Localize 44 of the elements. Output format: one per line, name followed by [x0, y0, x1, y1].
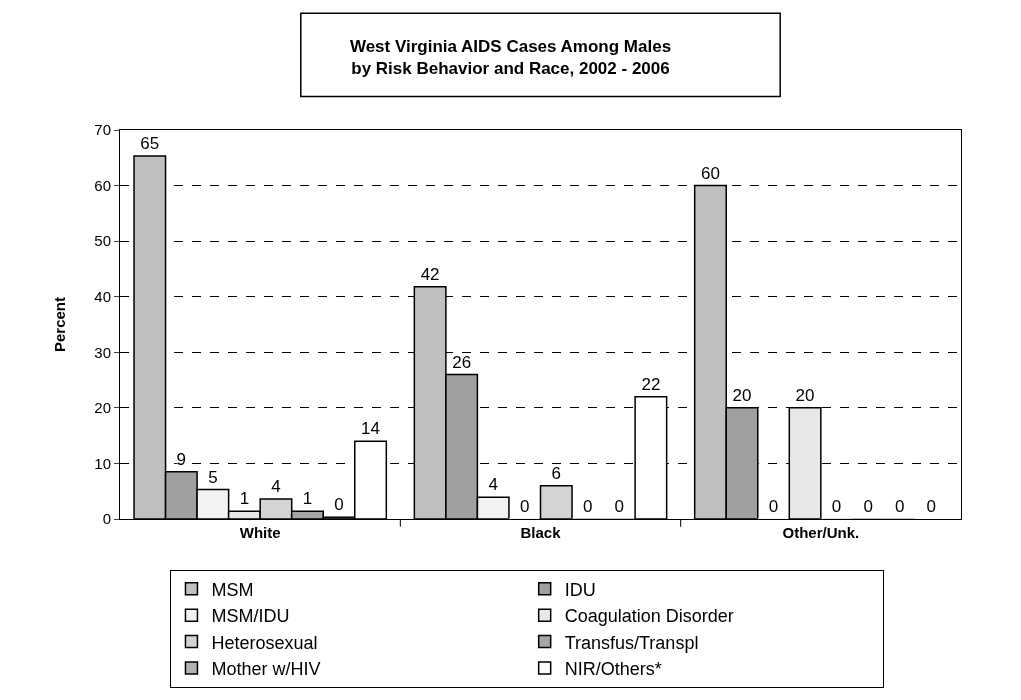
legend-label: NIR/Others*: [564, 658, 662, 679]
data-label: 26: [452, 352, 472, 372]
data-label: 42: [420, 264, 440, 284]
data-label: 0: [926, 497, 936, 516]
legend-label: MSM/IDU: [211, 606, 290, 627]
data-label: 0: [831, 497, 842, 516]
y-tick-label: 60: [94, 176, 111, 194]
data-label: 5: [208, 467, 218, 487]
data-label: 22: [641, 374, 661, 394]
data-label: 0: [768, 497, 779, 516]
chart-title: West Virginia AIDS Cases Among Males by Risk Behavior and Race, 2002 - 2006: [349, 36, 672, 78]
y-tick-label: 70: [94, 121, 111, 139]
data-label: 60: [700, 163, 720, 183]
data-label: 0: [520, 497, 530, 516]
data-label: 0: [863, 497, 873, 516]
x-tick-label: White: [239, 524, 281, 541]
y-tick-label: 30: [94, 343, 111, 361]
data-label: 0: [894, 497, 905, 516]
y-tick-label: 0: [102, 510, 111, 528]
data-label: 0: [614, 497, 625, 516]
data-label: 20: [732, 385, 752, 405]
data-label: 4: [488, 475, 498, 495]
x-tick-label: Other/Unk.: [782, 524, 860, 541]
legend-label: IDU: [564, 579, 596, 600]
y-tick-label: 20: [94, 399, 111, 417]
y-tick-label: 40: [94, 287, 111, 305]
legend-label: Mother w/HIV: [211, 658, 321, 679]
y-axis-title: Percent: [50, 296, 68, 353]
y-tick-label: 10: [94, 454, 111, 472]
legend-label: Heterosexual: [211, 632, 318, 653]
legend-label: Transfus/Transpl: [564, 632, 699, 653]
data-label: 1: [239, 489, 250, 509]
x-tick-label: Black: [520, 524, 562, 541]
legend-label: MSM: [211, 579, 254, 600]
data-label: 1: [302, 489, 313, 509]
data-label: 14: [361, 419, 381, 439]
data-label: 20: [795, 385, 815, 405]
data-label: 4: [271, 476, 281, 496]
data-label: 0: [334, 495, 344, 515]
data-label: 65: [140, 134, 160, 154]
data-label: 6: [551, 463, 561, 483]
data-label: 0: [583, 497, 593, 516]
y-tick-label: 50: [94, 232, 111, 250]
legend-label: Coagulation Disorder: [564, 606, 734, 627]
